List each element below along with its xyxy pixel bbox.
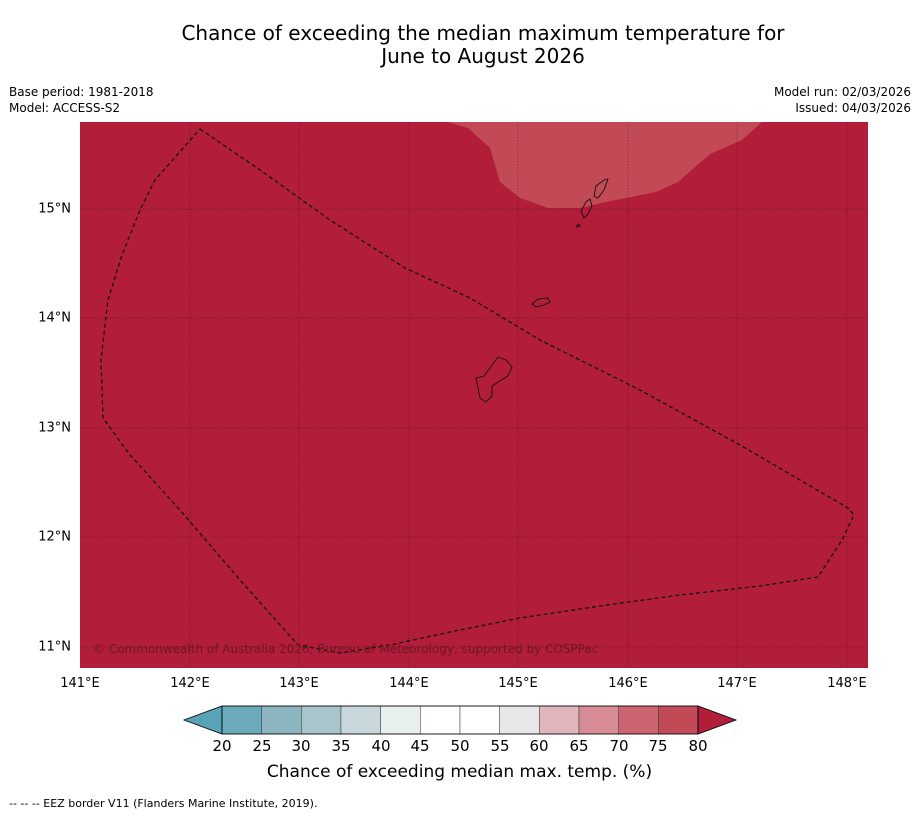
colorbar-segment-30-35 bbox=[301, 705, 342, 735]
lat-label-12: 12°N bbox=[38, 529, 71, 545]
colorbar-segment-50-55 bbox=[459, 705, 500, 735]
gridlines bbox=[80, 122, 868, 668]
colorbar-under-arrow bbox=[182, 705, 223, 735]
lon-label-146: 146°E bbox=[608, 676, 648, 691]
meta-right: Model run: 02/03/2026 Issued: 04/03/2026 bbox=[774, 84, 911, 116]
island-tinian bbox=[580, 198, 593, 219]
lighter-probability-region bbox=[448, 122, 762, 208]
colorbar-segment-25-30 bbox=[261, 705, 302, 735]
colorbar-segment-45-50 bbox=[420, 705, 461, 735]
island-aguijan bbox=[575, 223, 581, 228]
colorbar-label: Chance of exceeding median max. temp. (%… bbox=[266, 762, 653, 782]
lon-label-144: 144°E bbox=[389, 676, 429, 691]
meta-left: Base period: 1981-2018 Model: ACCESS-S2 bbox=[9, 84, 154, 116]
eez-legend: -- -- -- EEZ border V11 (Flanders Marine… bbox=[9, 797, 318, 810]
lat-label-11: 11°N bbox=[38, 639, 71, 655]
colorbar-segment-70-75 bbox=[618, 705, 659, 735]
base-period: Base period: 1981-2018 bbox=[9, 85, 154, 99]
islands bbox=[475, 178, 609, 403]
colorbar-tick-20: 20 bbox=[212, 737, 232, 755]
colorbar-tick-70: 70 bbox=[609, 737, 629, 755]
chart-title: Chance of exceeding the median maximum t… bbox=[0, 22, 919, 68]
colorbar-segment-35-40 bbox=[340, 705, 381, 735]
colorbar-segment-55-60 bbox=[499, 705, 540, 735]
lon-label-147: 147°E bbox=[717, 676, 757, 691]
lat-label-15: 15°N bbox=[38, 201, 71, 217]
colorbar-tick-65: 65 bbox=[569, 737, 589, 755]
colorbar-tick-40: 40 bbox=[371, 737, 391, 755]
lat-label-13: 13°N bbox=[38, 420, 71, 436]
lon-label-141: 141°E bbox=[60, 676, 100, 691]
colorbar bbox=[182, 705, 738, 735]
colorbar-tick-75: 75 bbox=[648, 737, 668, 755]
colorbar-outline bbox=[221, 705, 699, 735]
colorbar-segment-75-80 bbox=[658, 705, 699, 735]
colorbar-segment-20-25 bbox=[221, 705, 262, 735]
colorbar-tick-55: 55 bbox=[490, 737, 510, 755]
colorbar-tick-45: 45 bbox=[410, 737, 430, 755]
colorbar-tick-30: 30 bbox=[291, 737, 311, 755]
title-line-2: June to August 2026 bbox=[381, 44, 585, 68]
copyright-notice: © Commonwealth of Australia 2026, Bureau… bbox=[93, 642, 599, 656]
colorbar-segment-60-65 bbox=[539, 705, 580, 735]
colorbar-tick-35: 35 bbox=[331, 737, 351, 755]
island-guam bbox=[475, 356, 513, 403]
colorbar-segments bbox=[221, 705, 699, 735]
colorbar-tick-60: 60 bbox=[529, 737, 549, 755]
colorbar-over-arrow bbox=[697, 705, 738, 735]
colorbar-tick-80: 80 bbox=[688, 737, 708, 755]
lon-label-143: 143°E bbox=[279, 676, 319, 691]
model-name: Model: ACCESS-S2 bbox=[9, 101, 121, 115]
island-saipan bbox=[593, 178, 609, 199]
colorbar-segment-40-45 bbox=[380, 705, 421, 735]
colorbar-tick-25: 25 bbox=[252, 737, 272, 755]
lon-label-145: 145°E bbox=[498, 676, 538, 691]
map-area[interactable] bbox=[80, 122, 868, 668]
lon-label-148: 148°E bbox=[827, 676, 867, 691]
colorbar-segment-65-70 bbox=[578, 705, 619, 735]
title-line-1: Chance of exceeding the median maximum t… bbox=[181, 21, 785, 45]
lon-label-142: 142°E bbox=[170, 676, 210, 691]
model-run: Model run: 02/03/2026 bbox=[773, 85, 911, 99]
lat-label-14: 14°N bbox=[38, 310, 71, 326]
colorbar-tick-50: 50 bbox=[450, 737, 470, 755]
eez-border bbox=[100, 128, 855, 654]
island-rota bbox=[531, 297, 551, 308]
issued-date: Issued: 04/03/2026 bbox=[795, 101, 911, 115]
